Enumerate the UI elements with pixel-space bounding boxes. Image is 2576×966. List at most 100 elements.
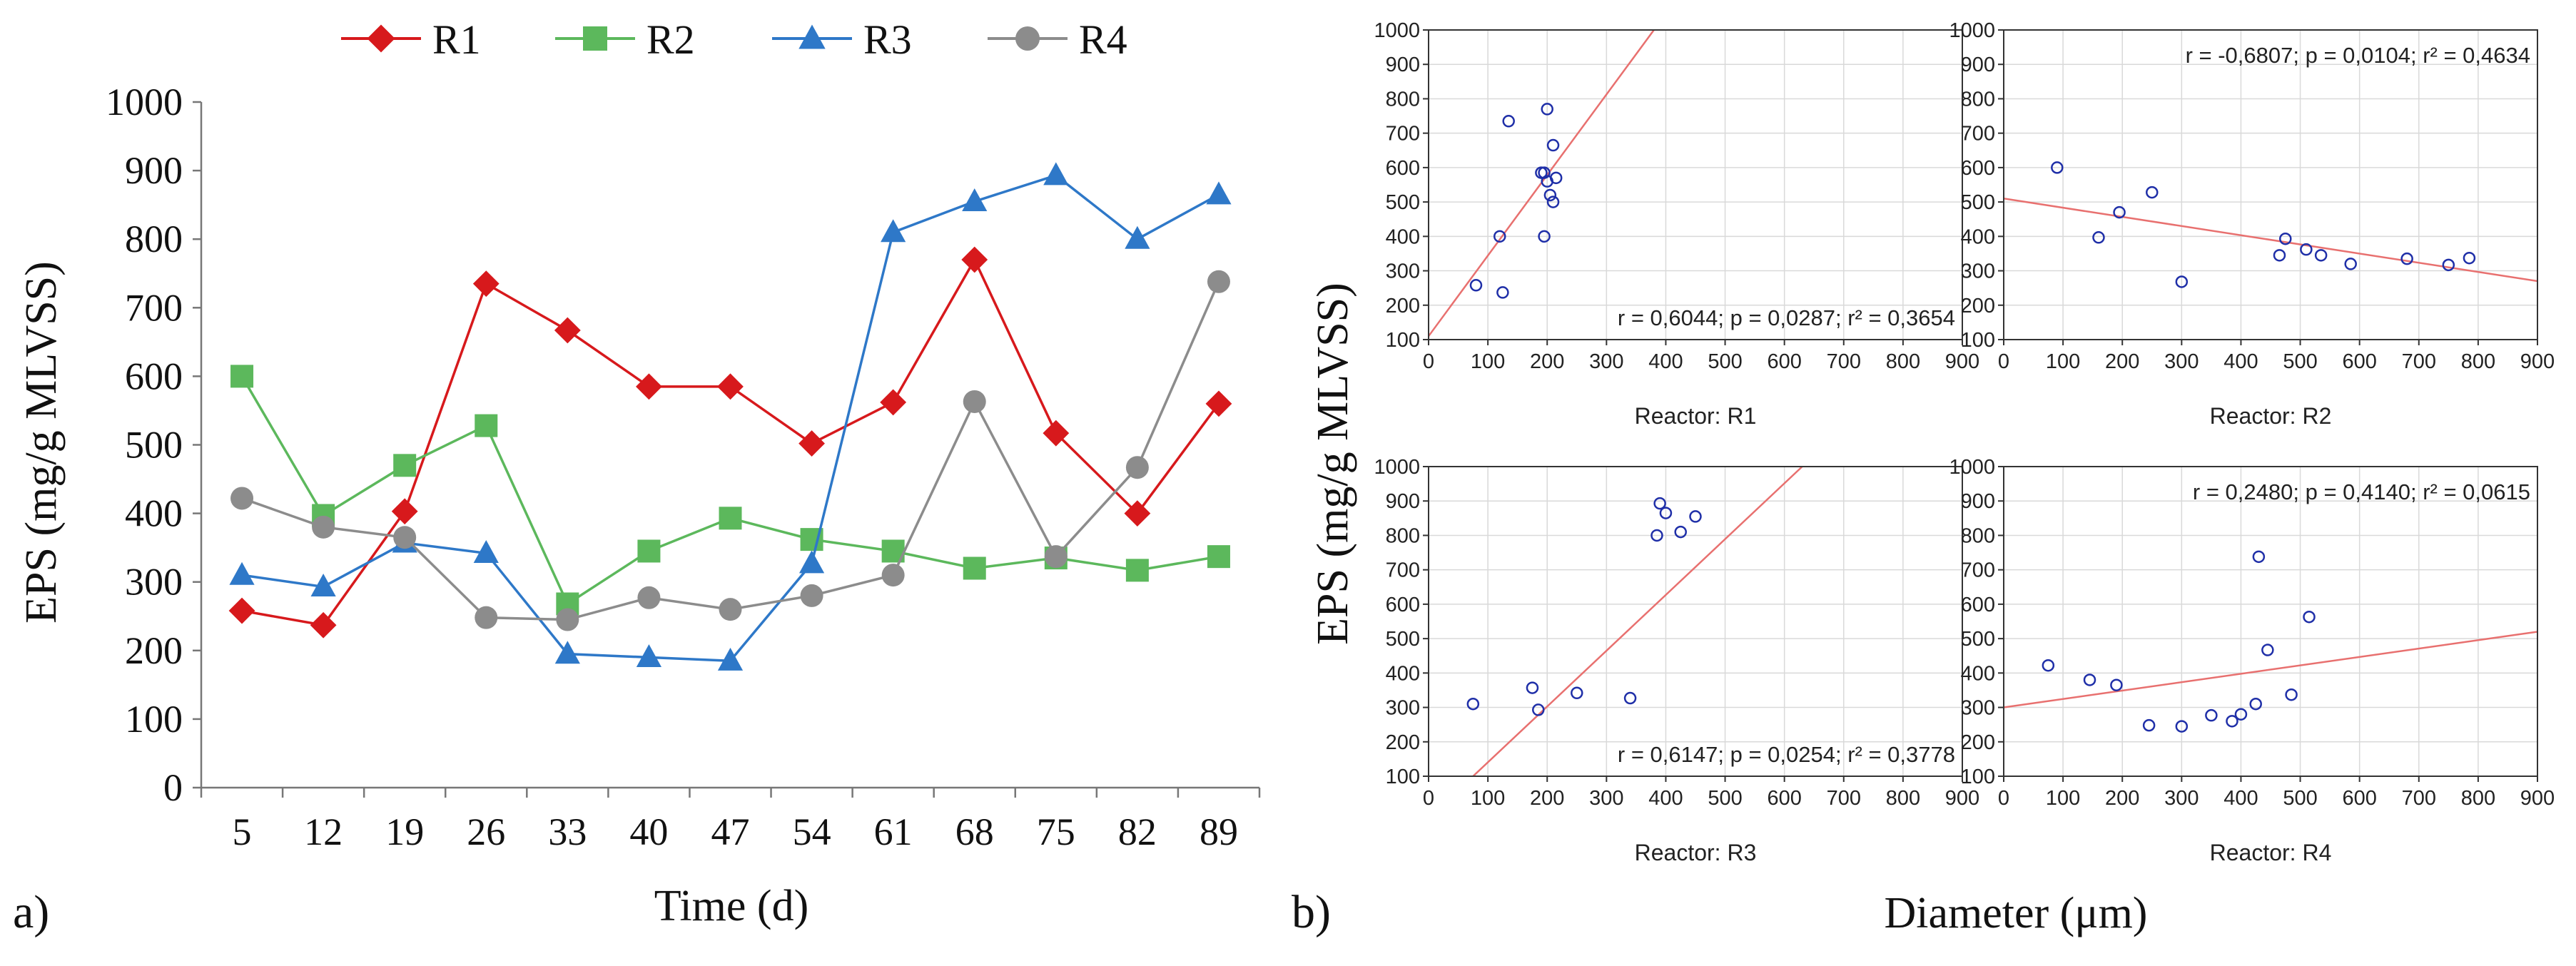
data-point bbox=[963, 556, 986, 580]
y-tick-label: 600 bbox=[1961, 157, 1995, 180]
y-tick-label: 600 bbox=[1386, 594, 1420, 616]
data-point bbox=[2279, 232, 2292, 245]
data-point bbox=[1546, 195, 1560, 208]
data-point bbox=[1124, 500, 1151, 527]
data-point bbox=[472, 270, 500, 298]
data-point bbox=[2175, 275, 2189, 288]
data-point bbox=[2234, 708, 2248, 721]
data-point bbox=[1493, 230, 1506, 243]
data-point bbox=[1623, 691, 1637, 705]
y-tick-label: 200 bbox=[125, 629, 183, 672]
series-r2 bbox=[230, 365, 1230, 616]
x-tick-label: 800 bbox=[2461, 787, 2495, 810]
series-line bbox=[241, 173, 1219, 662]
y-tick-label: 100 bbox=[125, 698, 183, 741]
x-tick-label: 89 bbox=[1200, 810, 1238, 853]
y-tick-label: 700 bbox=[1961, 123, 1995, 146]
data-point bbox=[554, 317, 581, 344]
data-point bbox=[2051, 161, 2064, 174]
y-tick-label: 900 bbox=[1386, 490, 1420, 513]
series-r1 bbox=[228, 246, 1232, 639]
y-tick-label: 800 bbox=[1961, 524, 1995, 547]
legend-label: R2 bbox=[646, 16, 695, 63]
x-tick-label: 500 bbox=[1708, 350, 1742, 373]
regression-stats: r = 0,6147; p = 0,0254; r² = 0,3778 bbox=[1618, 742, 1955, 767]
data-point bbox=[1043, 420, 1070, 447]
data-point bbox=[1526, 681, 1539, 694]
x-tick-label: 100 bbox=[2046, 350, 2080, 373]
series-group bbox=[228, 162, 1232, 671]
x-tick-label: 40 bbox=[629, 810, 668, 853]
x-tick-label: 500 bbox=[2283, 350, 2317, 373]
shared-x-axis-title: Diameter (μm) bbox=[1885, 889, 2148, 937]
series-r4 bbox=[230, 270, 1230, 631]
data-point bbox=[229, 561, 255, 585]
data-point bbox=[1538, 230, 1551, 243]
y-tick-label: 500 bbox=[1961, 628, 1995, 651]
regression-stats: r = 0,6044; p = 0,0287; r² = 0,3654 bbox=[1618, 305, 1955, 330]
plot-frame bbox=[1428, 29, 1963, 340]
data-point bbox=[1653, 497, 1666, 510]
y-tick-label: 700 bbox=[1386, 559, 1420, 582]
data-point bbox=[2083, 673, 2096, 686]
x-tick-label: 300 bbox=[1589, 787, 1623, 810]
legend-item-r3: R3 bbox=[772, 16, 912, 63]
x-tick-label: 75 bbox=[1037, 810, 1075, 853]
y-tick-label: 600 bbox=[125, 355, 183, 397]
x-tick-label: 700 bbox=[1827, 350, 1861, 373]
y-tick-label: 300 bbox=[1961, 260, 1995, 283]
x-tick-label: 400 bbox=[1648, 787, 1683, 810]
legend-item-r1: R1 bbox=[341, 16, 481, 63]
regression-line bbox=[2004, 631, 2537, 708]
y-tick-label: 100 bbox=[1961, 766, 1995, 788]
x-tick-label: 300 bbox=[2164, 350, 2199, 373]
x-tick-label: 500 bbox=[2283, 787, 2317, 810]
y-tick-label: 900 bbox=[1961, 54, 1995, 76]
data-point bbox=[475, 414, 498, 437]
data-point bbox=[1674, 525, 1687, 539]
y-tick-label: 400 bbox=[1386, 225, 1420, 248]
x-tick-label: 500 bbox=[1708, 787, 1742, 810]
y-tick-label: 1000 bbox=[1949, 19, 1995, 42]
x-tick-label: 61 bbox=[874, 810, 913, 853]
y-tick-label: 0 bbox=[163, 766, 183, 809]
data-point bbox=[312, 515, 335, 539]
legend-label: R1 bbox=[432, 16, 481, 63]
y-tick-label: 400 bbox=[1961, 662, 1995, 685]
data-point bbox=[2261, 644, 2274, 656]
x-tick-label: 200 bbox=[2105, 787, 2139, 810]
regression-line bbox=[2004, 198, 2537, 283]
data-point bbox=[1659, 507, 1673, 519]
data-point bbox=[393, 526, 417, 549]
data-point bbox=[880, 389, 907, 416]
x-tick-label: 12 bbox=[304, 810, 343, 853]
x-tick-label: 600 bbox=[1767, 350, 1801, 373]
data-point bbox=[2092, 231, 2105, 244]
legend: R1 R2 R3 R4 bbox=[341, 16, 1127, 63]
data-point bbox=[2110, 678, 2123, 691]
legend-label: R4 bbox=[1079, 16, 1127, 63]
x-tick-label: 300 bbox=[2164, 787, 2199, 810]
y-axis-title: EPS (mg/g MLVSS) bbox=[17, 261, 66, 624]
data-point bbox=[636, 644, 662, 668]
legend-marker bbox=[798, 24, 826, 49]
y-tick-label: 500 bbox=[1386, 191, 1420, 214]
data-point bbox=[2042, 659, 2055, 672]
data-point bbox=[2463, 251, 2476, 265]
y-tick-label: 800 bbox=[1386, 88, 1420, 111]
y-tick-label: 900 bbox=[125, 149, 183, 192]
y-tick-label: 400 bbox=[125, 492, 183, 535]
data-point bbox=[2226, 715, 2238, 728]
data-point bbox=[962, 188, 988, 211]
y-tick-label: 1000 bbox=[1374, 19, 1420, 42]
data-point bbox=[2285, 688, 2298, 701]
y-tick-label: 100 bbox=[1386, 766, 1420, 788]
y-tick-label: 100 bbox=[1386, 329, 1420, 352]
subplot-title: Reactor: R4 bbox=[2210, 840, 2332, 865]
legend-item-r2: R2 bbox=[555, 16, 695, 63]
data-point bbox=[2252, 550, 2266, 564]
y-tick-label: 300 bbox=[1961, 697, 1995, 720]
